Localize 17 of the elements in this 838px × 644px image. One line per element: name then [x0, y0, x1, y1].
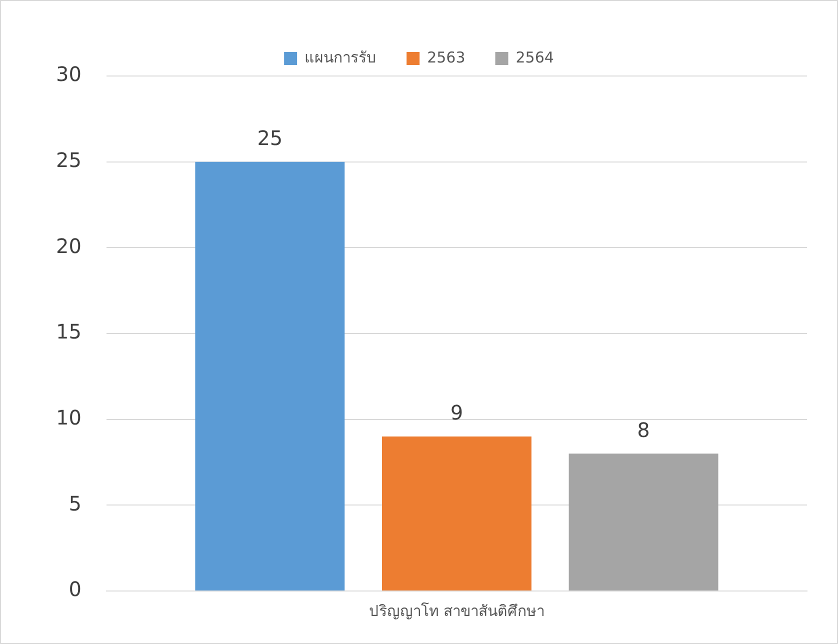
legend-label: 2564 [516, 48, 554, 66]
x-tick-label: ปริญญาโท สาขาสันติศึกษา [368, 602, 545, 620]
legend-label: 2563 [427, 48, 466, 66]
data-label: 9 [450, 400, 464, 425]
y-tick-label: 10 [56, 406, 82, 430]
y-tick-label: 0 [68, 577, 82, 602]
y-tick-label: 15 [56, 320, 82, 344]
data-label: 25 [257, 126, 283, 150]
y-tick-label: 5 [68, 491, 82, 516]
y-tick-label: 30 [56, 62, 82, 86]
y-tick-label: 25 [56, 148, 82, 172]
bar [195, 162, 345, 590]
bar [382, 436, 532, 590]
data-label: 8 [637, 418, 650, 442]
y-tick-label: 20 [56, 234, 82, 258]
bar [568, 454, 718, 590]
legend-label: แผนการรับ [304, 48, 377, 66]
